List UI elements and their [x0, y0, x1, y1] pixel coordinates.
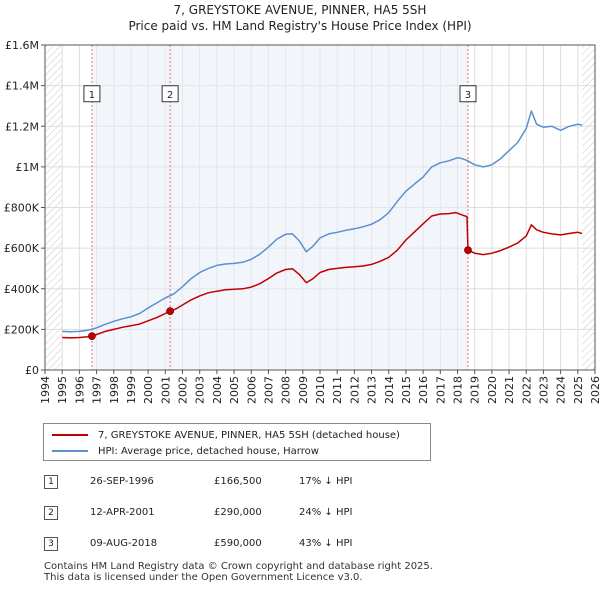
x-tick-label: 2024	[555, 376, 568, 404]
footer-line-copyright: Contains HM Land Registry data © Crown c…	[44, 561, 433, 572]
x-tick-label: 2019	[469, 376, 482, 404]
x-tick-label: 2004	[211, 376, 224, 404]
transaction-hpi-diff: 43% ↓ HPI	[299, 538, 353, 549]
x-tick-label: 1994	[39, 376, 52, 404]
transaction-date: 09-AUG-2018	[90, 538, 158, 549]
transaction-label: 2	[167, 90, 173, 101]
transaction-hpi-diff: 17% ↓ HPI	[299, 476, 353, 487]
y-tick-label: £1.2M	[5, 120, 39, 133]
x-tick-label: 2020	[486, 376, 499, 404]
x-tick-label: 2015	[400, 376, 413, 404]
x-tick-label: 2026	[589, 376, 600, 404]
transaction-label-box	[83, 85, 101, 103]
x-tick-label: 1996	[73, 376, 86, 404]
chart-title: 7, GREYSTOKE AVENUE, PINNER, HA5 5SH	[173, 3, 427, 17]
x-tick-label: 2017	[434, 376, 447, 404]
series-line-property	[62, 211, 583, 339]
transaction-price: £290,000	[214, 507, 262, 518]
transaction-point	[88, 332, 96, 341]
transaction-date: 26-SEP-1996	[90, 476, 154, 487]
x-tick-label: 2006	[245, 376, 258, 404]
x-tick-label: 2013	[366, 376, 379, 404]
legend-swatch-property	[52, 434, 88, 436]
x-tick-label: 2018	[452, 376, 465, 404]
y-tick-label: £800K	[4, 202, 40, 215]
transaction-label: 1	[89, 90, 95, 101]
y-tick-label: £600K	[4, 242, 40, 255]
transaction-price: £590,000	[214, 538, 262, 549]
y-tick-label: £1.6M	[5, 39, 39, 52]
x-tick-label: 1999	[125, 376, 138, 404]
y-tick-label: £1M	[16, 161, 40, 174]
transaction-point	[464, 246, 472, 255]
y-tick-label: £200K	[4, 323, 40, 336]
x-tick-label: 2010	[314, 376, 327, 404]
footer-line-licence: This data is licensed under the Open Gov…	[44, 572, 363, 583]
legend-swatch-hpi	[52, 450, 88, 452]
x-tick-label: 2009	[297, 376, 310, 404]
transaction-label: 3	[465, 90, 471, 101]
y-tick-label: £0	[25, 364, 39, 377]
transaction-label-box	[161, 85, 179, 103]
legend-label-property: 7, GREYSTOKE AVENUE, PINNER, HA5 5SH (de…	[98, 429, 400, 441]
x-tick-label: 1997	[91, 376, 104, 404]
table-row: 1 26-SEP-1996 £166,500 17% ↓ HPI	[40, 472, 560, 492]
x-tick-label: 2007	[262, 376, 275, 404]
x-tick-label: 2014	[383, 376, 396, 404]
legend-label-hpi: HPI: Average price, detached house, Harr…	[98, 445, 319, 457]
x-tick-label: 2023	[537, 376, 550, 404]
table-row: 2 12-APR-2001 £290,000 24% ↓ HPI	[40, 503, 560, 523]
footer-attribution: Contains HM Land Registry data © Crown c…	[44, 561, 433, 583]
transaction-point	[166, 307, 175, 315]
x-tick-label: 2005	[228, 376, 241, 404]
transaction-price: £166,500	[214, 476, 262, 487]
transaction-label-box	[459, 85, 477, 103]
chart-legend: 7, GREYSTOKE AVENUE, PINNER, HA5 5SH (de…	[43, 423, 431, 461]
price-chart: 1 2 3 £0 £200K £400K £600K £800K £1M £1.2M £1.4M £…	[4, 39, 600, 404]
x-tick-label: 2008	[280, 376, 293, 404]
x-tick-label: 1998	[108, 376, 121, 404]
x-tick-label: 2025	[572, 376, 585, 404]
transaction-number-badge: 3	[44, 537, 58, 551]
y-tick-label: £1.4M	[5, 80, 39, 93]
transaction-hpi-diff: 24% ↓ HPI	[299, 507, 353, 518]
x-tick-label: 2002	[177, 376, 190, 404]
x-tick-label: 2016	[417, 376, 430, 404]
ownership-shade	[91, 45, 468, 370]
x-tick-label: 2003	[194, 376, 207, 404]
x-tick-label: 2012	[348, 376, 361, 404]
series-line-hpi	[62, 110, 583, 333]
transaction-number-badge: 2	[44, 506, 58, 520]
legend-item-property: 7, GREYSTOKE AVENUE, PINNER, HA5 5SH (de…	[52, 428, 400, 442]
transaction-number-badge: 1	[44, 475, 58, 489]
x-tick-label: 2001	[159, 376, 172, 404]
x-tick-label: 2000	[142, 376, 155, 404]
table-row: 3 09-AUG-2018 £590,000 43% ↓ HPI	[40, 534, 560, 554]
x-tick-label: 2021	[503, 376, 516, 404]
chart-subtitle: Price paid vs. HM Land Registry's House …	[128, 19, 472, 33]
y-tick-label: £400K	[4, 283, 40, 296]
transaction-date: 12-APR-2001	[90, 507, 155, 518]
x-tick-label: 2022	[520, 376, 533, 404]
legend-item-hpi: HPI: Average price, detached house, Harr…	[52, 444, 319, 458]
x-tick-label: 1995	[56, 376, 69, 404]
x-tick-label: 2011	[331, 376, 344, 404]
